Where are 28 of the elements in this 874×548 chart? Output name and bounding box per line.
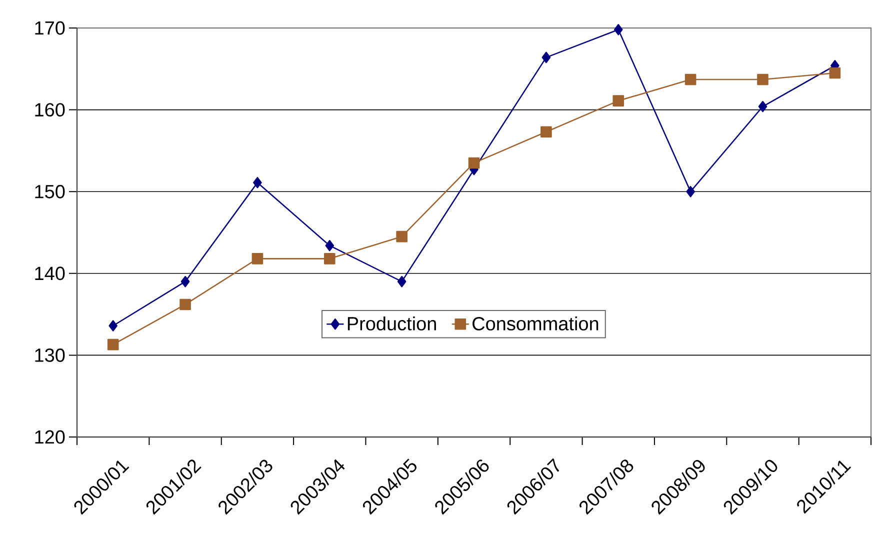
point [180,276,190,288]
point [396,230,408,242]
y-tick-label: 140 [35,266,65,280]
point [614,24,623,36]
point [325,240,334,252]
point [253,176,262,188]
legend-label: Consommation [472,316,598,330]
point [108,320,118,332]
y-tick-label: 160 [35,103,65,117]
point [324,253,336,264]
y-tick-label: 170 [35,21,65,35]
legend-label: Production [348,316,436,330]
point [107,338,119,350]
point [180,298,191,310]
point [612,95,624,106]
point [829,67,841,79]
point [542,52,551,64]
point [468,157,480,169]
point [540,126,552,138]
y-tick-label: 130 [35,348,65,362]
point [758,100,768,112]
y-tick-label: 120 [35,430,65,444]
point [397,276,406,288]
point [252,253,264,264]
point [686,186,695,198]
point [684,74,696,86]
point [757,74,768,86]
y-tick-label: 150 [35,184,65,198]
